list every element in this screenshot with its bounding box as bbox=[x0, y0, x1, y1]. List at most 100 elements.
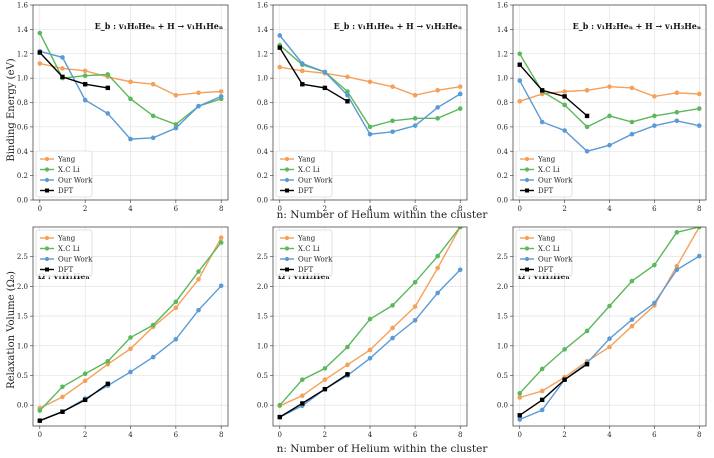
data-point-x-c-li bbox=[629, 278, 635, 284]
data-point-x-c-li bbox=[674, 109, 680, 115]
legend-label-dft: DFT bbox=[298, 266, 313, 274]
data-point-x-c-li bbox=[607, 113, 612, 119]
x-tick-label: 2 bbox=[323, 431, 327, 439]
x-tick-label: 6 bbox=[413, 205, 418, 213]
y-tick-label: 1.5 bbox=[257, 313, 268, 321]
data-point-yang bbox=[277, 64, 283, 70]
plot-area bbox=[277, 33, 463, 137]
legend-label-x-c-li: X.C Li bbox=[298, 166, 320, 174]
y-tick-label: 0.4 bbox=[17, 148, 29, 156]
legend-label-our-work: Our Work bbox=[58, 256, 93, 264]
legend: Yang X.C Li Our Work DFT bbox=[35, 229, 93, 277]
legend-marker-dft bbox=[285, 267, 289, 272]
legend: Yang X.C Li Our Work DFT bbox=[515, 150, 573, 198]
legend-label-yang: Yang bbox=[297, 156, 316, 164]
x-tick-label: 0 bbox=[38, 205, 42, 213]
data-point-our-work bbox=[696, 123, 702, 128]
bottom-ylabel: Relaxation Volume (Ω₀) bbox=[6, 271, 17, 389]
legend-marker-x-c-li bbox=[44, 167, 50, 172]
data-point-yang bbox=[196, 90, 201, 96]
data-point-our-work bbox=[629, 317, 635, 322]
data-point-dft bbox=[105, 381, 111, 387]
data-point-yang bbox=[82, 378, 88, 384]
data-point-dft bbox=[562, 377, 567, 382]
y-tick-label: 1.0 bbox=[257, 342, 268, 350]
legend-label-dft: DFT bbox=[538, 187, 553, 195]
y-tick-label: 0.0 bbox=[257, 197, 268, 205]
data-point-yang bbox=[674, 90, 680, 96]
data-point-x-c-li bbox=[674, 230, 680, 235]
data-point-yang bbox=[457, 84, 463, 89]
data-point-dft bbox=[322, 85, 328, 91]
axes-frame bbox=[32, 4, 229, 201]
x-tick-label: 2 bbox=[562, 205, 566, 213]
data-point-yang bbox=[517, 98, 523, 104]
data-point-x-c-li bbox=[37, 30, 43, 36]
data-point-x-c-li bbox=[652, 113, 657, 119]
data-point-yang bbox=[300, 68, 305, 74]
data-point-our-work bbox=[105, 111, 111, 116]
data-point-our-work bbox=[218, 94, 224, 99]
legend-marker-our-work bbox=[524, 256, 530, 262]
data-point-our-work bbox=[607, 336, 612, 341]
legend-marker-x-c-li bbox=[524, 167, 530, 172]
legend-marker-yang bbox=[284, 235, 290, 241]
data-point-our-work bbox=[218, 283, 224, 289]
legend-marker-x-c-li bbox=[284, 167, 290, 172]
data-point-dft bbox=[345, 372, 350, 377]
legend-marker-yang bbox=[44, 235, 50, 241]
legend-marker-our-work bbox=[284, 177, 290, 183]
y-tick-label: 1.2 bbox=[17, 50, 28, 58]
data-point-x-c-li bbox=[584, 124, 590, 130]
y-tick-label: 0.6 bbox=[497, 123, 509, 131]
data-point-yang bbox=[367, 347, 373, 353]
legend-label-yang: Yang bbox=[297, 235, 316, 243]
plot-area bbox=[517, 51, 702, 154]
data-point-yang bbox=[218, 89, 224, 94]
data-point-our-work bbox=[196, 103, 201, 109]
y-tick-label: 0.5 bbox=[497, 372, 508, 380]
data-point-dft bbox=[322, 386, 328, 392]
data-point-x-c-li bbox=[345, 89, 350, 94]
legend-label-x-c-li: X.C Li bbox=[538, 166, 560, 174]
x-tick-label: 8 bbox=[697, 431, 701, 439]
legend-label-dft: DFT bbox=[298, 187, 313, 195]
x-tick-label: 4 bbox=[607, 205, 612, 213]
series-line-dft bbox=[519, 363, 588, 416]
data-point-our-work bbox=[674, 118, 680, 124]
panel-top-right: 0.0 0.2 0.4 0.6 0.8 1.0 1.2 1.4 1.6 0 2 4 6 8 E_b : v₁… bbox=[497, 2, 707, 213]
data-point-our-work bbox=[435, 290, 440, 296]
data-point-x-c-li bbox=[390, 303, 395, 308]
data-point-x-c-li bbox=[150, 322, 156, 328]
data-point-our-work bbox=[629, 131, 635, 137]
legend-marker-our-work bbox=[524, 177, 530, 183]
data-point-our-work bbox=[367, 355, 373, 361]
data-point-x-c-li bbox=[218, 240, 224, 245]
data-point-yang bbox=[82, 68, 88, 74]
axes-frame bbox=[32, 226, 229, 427]
x-tick-label: 0 bbox=[278, 205, 282, 213]
panel-top-left: 0.0 0.2 0.4 0.6 0.8 1.0 1.2 1.4 1.6 0 2 4 6 8 E_b : v₁… bbox=[17, 2, 229, 213]
legend: Yang X.C Li Our Work DFT bbox=[275, 229, 333, 277]
data-point-x-c-li bbox=[37, 408, 43, 413]
y-tick-label: 1.6 bbox=[497, 2, 509, 10]
data-point-x-c-li bbox=[435, 253, 440, 259]
legend-label-x-c-li: X.C Li bbox=[298, 245, 320, 253]
y-tick-label: 1.0 bbox=[497, 75, 508, 83]
y-tick-label: 0.4 bbox=[257, 148, 269, 156]
x-tick-label: 0 bbox=[38, 431, 42, 439]
data-point-our-work bbox=[539, 119, 545, 125]
legend-label-yang: Yang bbox=[57, 156, 76, 164]
y-tick-label: 0.0 bbox=[257, 402, 268, 410]
data-point-x-c-li bbox=[457, 227, 463, 230]
panel-bottom-left: 0.00.51.01.52.02.502468Ω : v₁H₁HeₙYangX.… bbox=[17, 226, 229, 439]
y-tick-label: 0.2 bbox=[257, 172, 268, 180]
data-point-yang bbox=[629, 85, 635, 91]
y-tick-label: 1.0 bbox=[17, 75, 28, 83]
legend-label-yang: Yang bbox=[57, 235, 76, 243]
x-tick-label: 4 bbox=[128, 205, 133, 213]
data-point-our-work bbox=[562, 128, 567, 133]
legend: Yang X.C Li Our Work DFT bbox=[35, 150, 93, 198]
legend-label-our-work: Our Work bbox=[538, 177, 573, 185]
legend-label-our-work: Our Work bbox=[298, 256, 333, 264]
